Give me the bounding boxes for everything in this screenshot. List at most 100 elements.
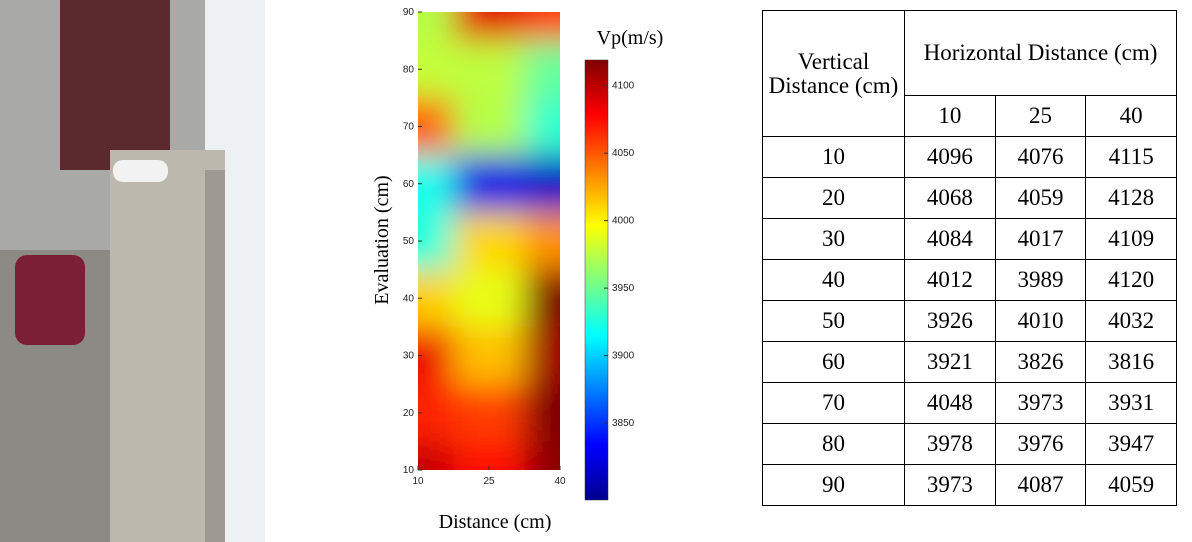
heat-cell: [418, 384, 454, 442]
colorbar-tick-label: 4050: [612, 148, 635, 159]
y-tick-label: 70: [403, 122, 415, 133]
table-cell: 3976: [994, 423, 1087, 465]
heat-cell: [418, 40, 454, 98]
header-cell: Vertical Distance (cm): [762, 10, 905, 137]
y-tick-label: 40: [403, 293, 415, 304]
heat-cell: [453, 269, 525, 327]
heat-cell: [418, 97, 454, 156]
header-cell: Horizontal Distance (cm): [904, 10, 1177, 96]
colorbar-tick-label: 4000: [612, 216, 635, 227]
table-cell: 3989: [994, 259, 1087, 301]
table-cell: 3926: [904, 300, 996, 342]
table-cell: 4096: [904, 136, 996, 178]
table-cell: 4010: [994, 300, 1087, 342]
column-header: 25: [994, 95, 1087, 137]
heat-cell: [524, 40, 560, 98]
header-row: Vertical Distance (cm) Horizontal Distan…: [762, 10, 1177, 137]
table-cell: 4120: [1085, 259, 1177, 301]
table-cell: 4076: [994, 136, 1087, 178]
row-header: 70: [762, 382, 905, 424]
heat-cell: [524, 12, 560, 41]
table-cell: 4017: [994, 218, 1087, 260]
heat-cell: [524, 326, 560, 385]
table-cell: 3973: [994, 382, 1087, 424]
table-cell: 4084: [904, 218, 996, 260]
heat-cell: [418, 269, 454, 327]
table-cell: 4032: [1085, 300, 1177, 342]
table-row: 20 4068 4059 4128: [762, 177, 1177, 219]
table-row: 30 4084 4017 4109: [762, 218, 1177, 260]
heatmap-cells: [418, 12, 560, 470]
row-header: 30: [762, 218, 905, 260]
table-cell: 4012: [904, 259, 996, 301]
colorbar-label: Vp(m/s): [597, 27, 664, 49]
x-tick-label: 10: [412, 476, 424, 487]
y-tick-label: 10: [403, 465, 415, 476]
heat-cell: [453, 40, 525, 98]
y-tick-label: 80: [403, 64, 415, 75]
y-tick-label: 20: [403, 408, 415, 419]
colorbar-tick-label: 3950: [612, 283, 635, 294]
colorbar-tick-label: 3900: [612, 351, 635, 362]
table-row: 70 4048 3973 3931: [762, 382, 1177, 424]
table-row: 50 3926 4010 4032: [762, 300, 1177, 342]
row-header: 80: [762, 423, 905, 465]
table-cell: 4059: [1085, 464, 1177, 506]
colorbar: [584, 59, 609, 501]
y-tick-label: 60: [403, 179, 415, 190]
y-tick-label: 50: [403, 236, 415, 247]
heat-cell: [418, 12, 454, 41]
heat-cell: [453, 12, 525, 41]
figure: Vp(m/s) Distance (cm) Evaluation (cm) 10…: [0, 0, 664, 542]
heat-cell: [524, 155, 560, 213]
row-header: 10: [762, 136, 905, 178]
table-cell: 4048: [904, 382, 996, 424]
heatmap: [418, 12, 560, 470]
heat-cell: [524, 441, 560, 470]
y-tick-label: 90: [403, 7, 415, 18]
heat-cell: [524, 97, 560, 156]
header-row: 10 25 40: [763, 95, 1177, 137]
x-axis-label: Distance (cm): [439, 511, 552, 533]
heat-cell: [524, 269, 560, 327]
heat-cell: [418, 155, 454, 213]
heat-cell: [453, 441, 525, 470]
table-cell: 3978: [904, 423, 996, 465]
table-row: 10 4096 4076 4115: [762, 136, 1177, 178]
photo: [0, 0, 265, 542]
row-header: 20: [762, 177, 905, 219]
table-cell: 3973: [904, 464, 996, 506]
x-tick-label: 25: [483, 476, 495, 487]
heat-cell: [453, 212, 525, 270]
table-cell: 3947: [1085, 423, 1177, 465]
table-body: Vertical Distance (cm) Horizontal Distan…: [762, 10, 1177, 506]
y-tick-label: 30: [403, 351, 415, 362]
heat-cell: [453, 326, 525, 385]
heat-cell: [418, 326, 454, 385]
heat-cell: [524, 384, 560, 442]
heat-cell: [524, 212, 560, 270]
column-header: 10: [904, 95, 996, 137]
table-cell: 4109: [1085, 218, 1177, 260]
row-header: 60: [762, 341, 905, 383]
table-row: 80 3978 3976 3947: [762, 423, 1177, 465]
table-cell: 3816: [1085, 341, 1177, 383]
heat-cell: [453, 155, 525, 213]
table-cell: 3921: [904, 341, 996, 383]
table-cell: 4068: [904, 177, 996, 219]
table-cell: 3931: [1085, 382, 1177, 424]
row-header: 50: [762, 300, 905, 342]
table-row: 40 4012 3989 4120: [762, 259, 1177, 301]
table-cell: 4128: [1085, 177, 1177, 219]
y-axis-label: Evaluation (cm): [371, 175, 393, 304]
x-tick-label: 40: [554, 476, 566, 487]
table-row: 90 3973 4087 4059: [762, 464, 1177, 506]
row-header: 90: [762, 464, 905, 506]
column-header: 40: [1085, 95, 1177, 137]
table-cell: 4059: [994, 177, 1087, 219]
table-cell: 4087: [994, 464, 1087, 506]
heat-cell: [453, 97, 525, 156]
heat-cell: [453, 384, 525, 442]
data-table: Vertical Distance (cm) Horizontal Distan…: [762, 10, 1177, 506]
